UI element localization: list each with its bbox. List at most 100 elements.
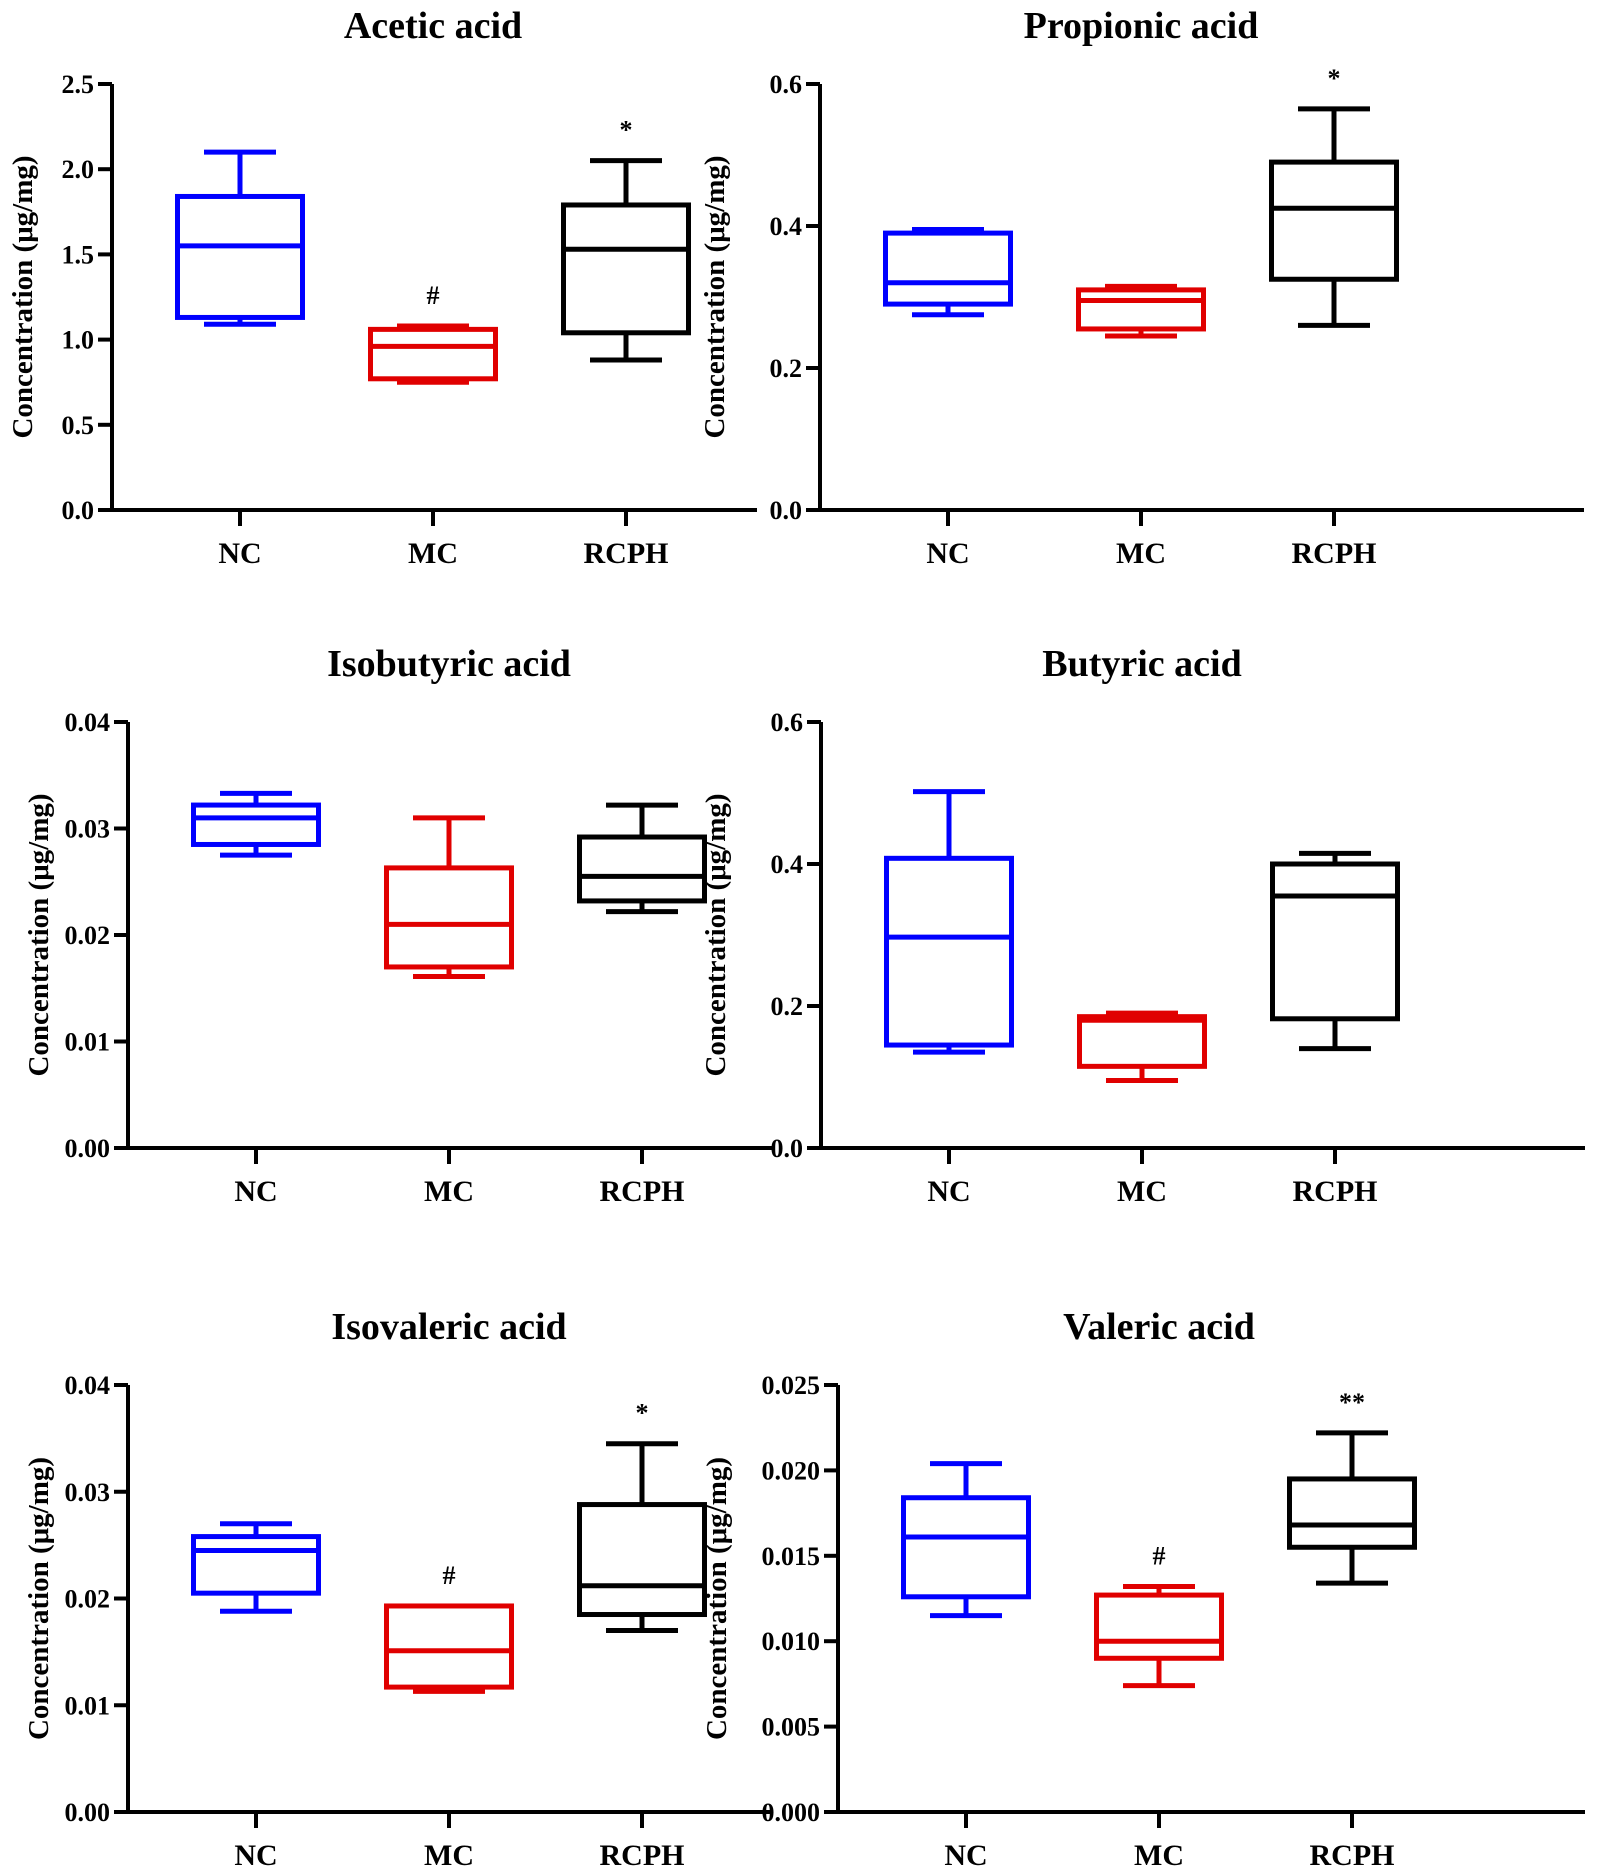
box-rcph <box>577 802 707 915</box>
box-rcph <box>561 158 691 363</box>
x-tick-label: NC <box>218 537 261 570</box>
chart-panel-isovaleric-acid: Isovaleric acid Concentration (μg/mg) 0.00… <box>23 1306 772 1866</box>
iqr-box <box>1270 861 1400 1022</box>
y-tick-label: 0.03 <box>65 1478 111 1507</box>
x-tick-label: MC <box>424 1175 474 1208</box>
box-mc <box>1077 1010 1207 1084</box>
x-tick-label: RCPH <box>584 537 669 570</box>
y-tick-label: 0.2 <box>771 992 804 1021</box>
iqr-box <box>577 1502 707 1618</box>
box-rcph <box>1287 1430 1417 1586</box>
significance-marker: ** <box>1339 1388 1365 1417</box>
y-tick-label: 2.5 <box>62 70 95 99</box>
x-tick-label: RCPH <box>1310 1839 1395 1866</box>
box-rcph <box>577 1441 707 1634</box>
y-tick-label: 0.0 <box>770 496 803 525</box>
y-tick-label: 0.0 <box>771 1134 804 1163</box>
chart-panel-acetic-acid: Acetic acid Concentration (μg/mg) 0.0 0.5 1.… <box>7 5 757 570</box>
chart-panel-propionic-acid: Propionic acid Concentration (μg/mg) 0.0 0.… <box>699 5 1584 570</box>
box-nc <box>901 1461 1031 1619</box>
iqr-box <box>384 1603 514 1690</box>
x-tick-label: NC <box>234 1175 277 1208</box>
iqr-box <box>1094 1592 1224 1661</box>
x-tick-label: NC <box>234 1839 277 1866</box>
significance-marker: # <box>427 281 440 310</box>
y-tick-label: 0.000 <box>762 1798 821 1827</box>
y-axis-label: Concentration (μg/mg) <box>23 793 55 1076</box>
chart-title: Butyric acid <box>1042 643 1241 685</box>
y-tick-label: 1.5 <box>62 240 95 269</box>
y-axis-label: Concentration (μg/mg) <box>7 155 39 438</box>
iqr-box <box>883 230 1013 307</box>
y-tick-label: 0.2 <box>770 354 803 383</box>
y-tick-label: 0.0 <box>62 496 95 525</box>
y-axis-label: Concentration (μg/mg) <box>699 155 731 438</box>
iqr-box <box>561 202 691 336</box>
x-tick-label: MC <box>1117 1175 1167 1208</box>
y-tick-label: 0.03 <box>65 815 111 844</box>
x-tick-label: MC <box>408 537 458 570</box>
y-tick-label: 0.010 <box>762 1627 821 1656</box>
y-tick-label: 2.0 <box>62 155 95 184</box>
y-tick-label: 0.5 <box>62 411 95 440</box>
chart-title: Isovaleric acid <box>331 1306 566 1348</box>
y-tick-label: 0.01 <box>65 1028 111 1057</box>
y-tick-label: 0.00 <box>65 1798 111 1827</box>
box-nc <box>191 790 321 858</box>
box-mc <box>368 323 498 385</box>
y-axis-label: Concentration (μg/mg) <box>700 793 732 1076</box>
iqr-box <box>1076 287 1206 332</box>
y-tick-label: 0.04 <box>65 708 111 737</box>
iqr-box <box>1287 1476 1417 1550</box>
iqr-box <box>368 326 498 382</box>
y-tick-label: 0.04 <box>65 1371 111 1400</box>
x-tick-label: NC <box>926 537 969 570</box>
y-tick-label: 0.025 <box>762 1371 821 1400</box>
y-tick-label: 1.0 <box>62 326 95 355</box>
y-tick-label: 0.005 <box>762 1713 821 1742</box>
significance-marker: # <box>1153 1542 1166 1571</box>
x-tick-label: NC <box>944 1839 987 1866</box>
significance-marker: * <box>636 1399 649 1428</box>
chart-panel-isobutyric-acid: Isobutyric acid Concentration (μg/mg) 0.00… <box>23 643 772 1208</box>
chart-title: Valeric acid <box>1063 1306 1255 1348</box>
box-nc <box>175 149 305 327</box>
chart-title: Isobutyric acid <box>327 643 571 685</box>
box-mc <box>384 1603 514 1694</box>
iqr-box <box>191 1534 321 1596</box>
box-rcph <box>1269 106 1399 328</box>
iqr-box <box>1077 1014 1207 1069</box>
y-tick-label: 0.6 <box>771 708 804 737</box>
y-tick-label: 0.4 <box>770 212 803 241</box>
x-tick-label: RCPH <box>600 1839 685 1866</box>
box-nc <box>883 227 1013 318</box>
chart-title: Propionic acid <box>1024 5 1259 47</box>
chart-panel-valeric-acid: Valeric acid Concentration (μg/mg) 0.000 0.… <box>701 1306 1585 1866</box>
significance-marker: * <box>1328 64 1341 93</box>
iqr-box <box>384 865 514 970</box>
chart-panel-butyric-acid: Butyric acid Concentration (μg/mg) 0.0 0.2 0… <box>700 643 1585 1208</box>
x-tick-label: RCPH <box>1293 1175 1378 1208</box>
y-tick-label: 0.02 <box>65 921 111 950</box>
x-tick-label: MC <box>424 1839 474 1866</box>
iqr-box <box>901 1495 1031 1600</box>
x-tick-label: MC <box>1116 537 1166 570</box>
x-tick-label: NC <box>927 1175 970 1208</box>
iqr-box <box>175 193 305 320</box>
y-axis-label: Concentration (μg/mg) <box>23 1457 55 1740</box>
box-mc <box>1076 283 1206 339</box>
y-tick-label: 0.01 <box>65 1691 111 1720</box>
y-tick-label: 0.6 <box>770 70 803 99</box>
x-tick-label: RCPH <box>1292 537 1377 570</box>
box-mc <box>1094 1584 1224 1689</box>
box-mc <box>384 815 514 980</box>
x-tick-label: MC <box>1134 1839 1184 1866</box>
iqr-box <box>191 802 321 847</box>
y-tick-label: 0.00 <box>65 1134 111 1163</box>
iqr-box <box>1269 159 1399 282</box>
y-tick-label: 0.015 <box>762 1542 821 1571</box>
box-nc <box>884 789 1014 1055</box>
significance-marker: * <box>620 116 633 145</box>
y-tick-label: 0.02 <box>65 1585 111 1614</box>
